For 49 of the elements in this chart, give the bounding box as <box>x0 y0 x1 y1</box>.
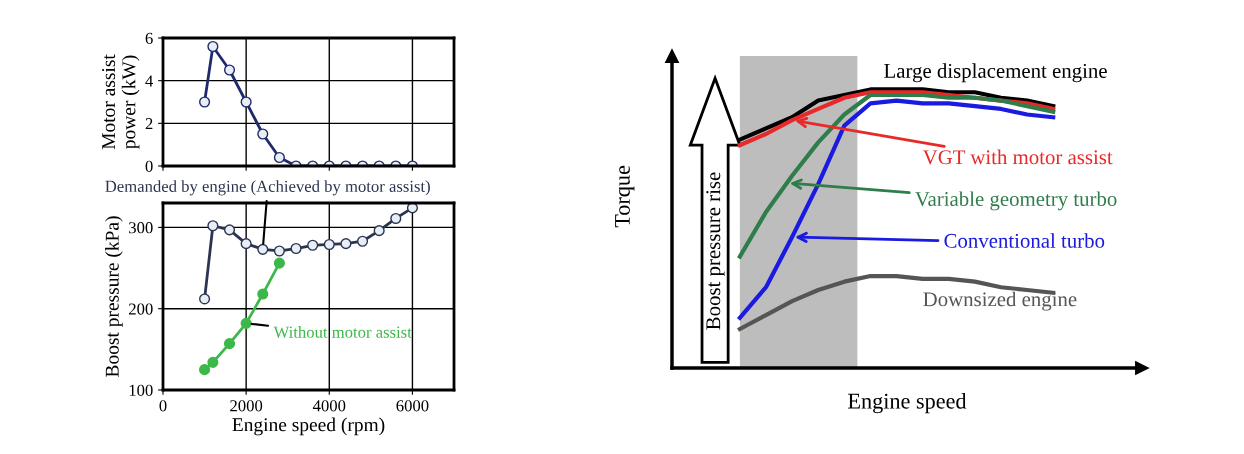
point <box>240 238 252 250</box>
y-tick-label: 4 <box>145 75 154 87</box>
point <box>340 238 352 250</box>
y-axis-title: Torque <box>615 165 635 228</box>
point <box>207 220 219 232</box>
annotation: Without motor assist <box>273 326 412 338</box>
y-tick-label: 200 <box>129 303 153 315</box>
point <box>240 96 252 108</box>
y-tick-label: 6 <box>145 32 153 44</box>
point <box>207 356 219 368</box>
series-label: Downsized engine <box>923 291 1077 311</box>
point <box>323 238 335 251</box>
point <box>240 317 252 329</box>
x-tick-label: 2000 <box>230 400 263 412</box>
point <box>199 364 211 376</box>
point <box>273 245 285 257</box>
point <box>223 224 236 236</box>
point <box>257 128 269 140</box>
y-tick-label: 100 <box>129 384 153 396</box>
point <box>199 96 211 108</box>
point <box>223 338 236 350</box>
x-tick-label: 0 <box>159 400 167 412</box>
point <box>207 40 219 53</box>
y-tick-label: 0 <box>145 160 153 172</box>
point <box>257 288 269 300</box>
text: Variable geometry turbo <box>915 191 1117 211</box>
text: Conventional turbo <box>944 233 1105 248</box>
x-tick-label: 4000 <box>312 400 346 412</box>
x-axis-title: Engine speed (rpm) <box>232 417 385 436</box>
point <box>373 225 385 237</box>
point <box>307 239 319 251</box>
y-axis-title: Motor assist power (kW) <box>102 54 140 150</box>
point <box>406 203 418 214</box>
x-tick-label: 6000 <box>396 400 429 412</box>
annotation: Demanded by engine (Achieved by motor assist) <box>105 180 430 196</box>
point <box>356 235 369 247</box>
point <box>290 242 302 255</box>
point <box>257 243 269 255</box>
y-axis-title: Boost pressure (kPa) <box>105 216 123 377</box>
point <box>199 293 211 305</box>
x-axis-title: Engine speed <box>848 393 967 414</box>
point <box>223 64 236 76</box>
text: Boost pressure rise <box>706 172 725 330</box>
text: VGT with motor assist <box>922 149 1113 165</box>
point <box>273 257 285 269</box>
series-label: Large displacement engine <box>884 63 1107 83</box>
y-tick-label: 300 <box>129 222 153 234</box>
y-tick-label: 2 <box>145 118 153 130</box>
point <box>390 212 402 225</box>
